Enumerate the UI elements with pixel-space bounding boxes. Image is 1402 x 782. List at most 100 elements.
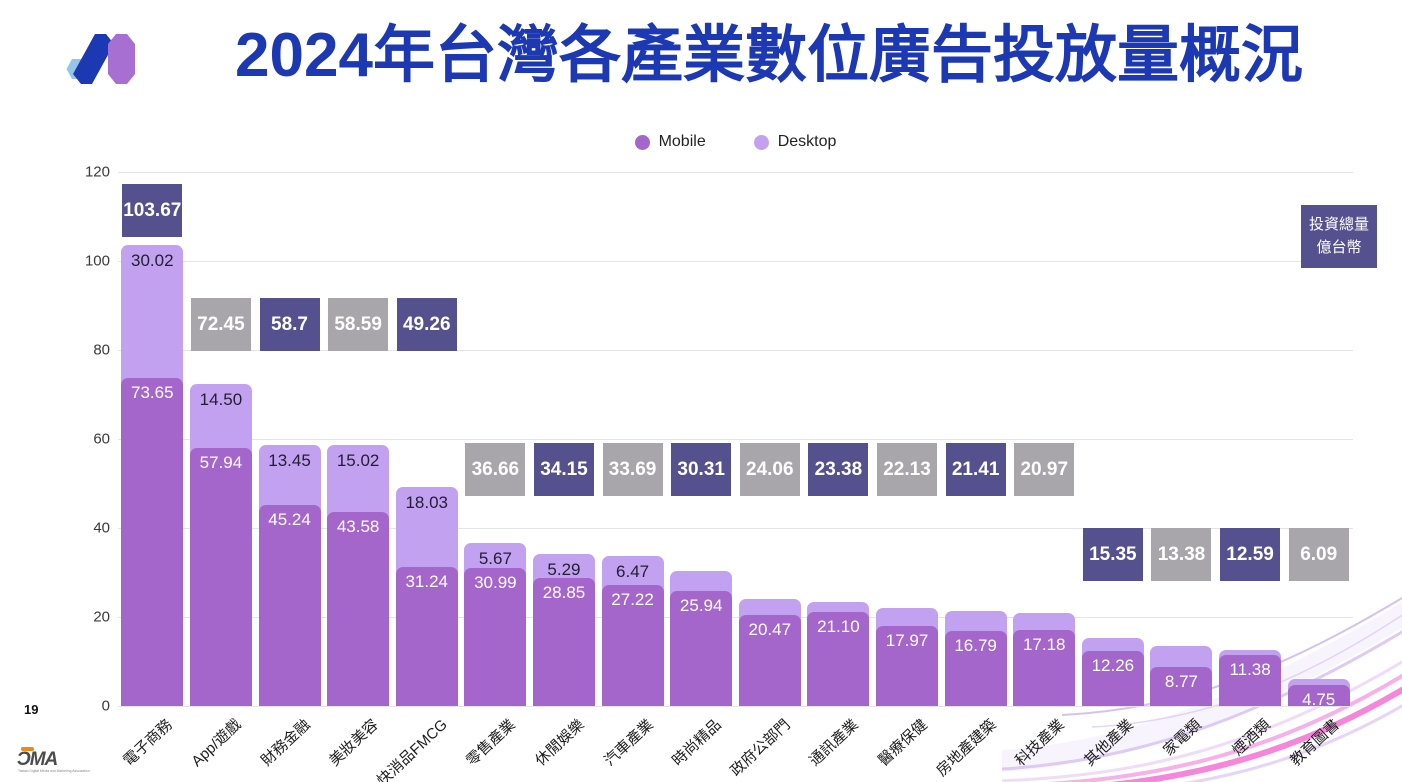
bar-mobile-segment [1287, 684, 1350, 706]
unit-note-line2: 億台幣 [1316, 238, 1362, 256]
mobile-value-label: 45.24 [268, 509, 311, 529]
mobile-value-label: 57.94 [199, 453, 243, 473]
bar-mobile-segment [1150, 666, 1213, 706]
x-axis-label: 電子商務 [120, 716, 176, 770]
mobile-value-label: 17.97 [885, 631, 929, 651]
total-value-box: 6.09 [1288, 528, 1349, 581]
unit-note-line1: 投資總量 [1308, 216, 1369, 233]
gridline [118, 439, 1353, 440]
x-axis-label: 零售產業 [463, 716, 520, 770]
mobile-value-label: 21.10 [817, 617, 860, 637]
x-axis-label: 美妝美容 [326, 716, 382, 770]
total-value-box: 72.45 [190, 298, 251, 351]
desktop-value-label: 13.45 [268, 450, 311, 470]
mobile-value-label: 16.79 [954, 636, 997, 656]
mobile-value-label: 20.47 [748, 619, 792, 639]
total-value-box: 58.59 [328, 298, 389, 351]
x-axis-label: 政府公部門 [726, 716, 794, 780]
bar-mobile-segment [327, 512, 390, 706]
mobile-value-label: 17.18 [1022, 634, 1066, 654]
bar-mobile-segment [807, 612, 870, 706]
total-value-box: 58.7 [259, 298, 320, 351]
gridline [118, 528, 1353, 529]
dma-logo-caption: Taiwan Digital Media and Marketing Assoc… [18, 769, 90, 773]
bar-mobile-segment [121, 378, 184, 706]
bar-mobile-segment [876, 626, 939, 706]
desktop-value-label: 5.67 [478, 548, 512, 568]
bar-mobile-segment [601, 584, 664, 706]
x-axis-label: 休閒娛樂 [532, 716, 588, 770]
mobile-value-label: 12.26 [1091, 656, 1135, 676]
desktop-value-label: 18.03 [405, 492, 449, 512]
y-axis-tick: 0 [101, 697, 110, 715]
x-axis-label: 快消品FMCG [373, 716, 451, 782]
total-value-box: 13.38 [1151, 528, 1212, 581]
unit-note-box: 投資總量 億台幣 [1301, 205, 1377, 268]
bar-mobile-segment [258, 504, 321, 706]
desktop-value-label: 30.02 [131, 250, 174, 270]
total-value-box: 36.66 [465, 443, 526, 496]
y-axis-tick: 80 [93, 341, 110, 359]
mobile-value-label: 28.85 [542, 582, 586, 602]
mobile-legend-dot-icon [634, 134, 650, 150]
legend-label-desktop: Desktop [777, 133, 837, 150]
mobile-value-label: 8.77 [1164, 671, 1199, 691]
desktop-value-label: 15.02 [336, 451, 380, 471]
total-value-box: 12.59 [1220, 528, 1281, 581]
x-axis-label: 醫療保健 [875, 716, 931, 770]
mobile-value-label: 73.65 [131, 383, 174, 403]
total-value-box: 21.41 [945, 443, 1006, 496]
total-value-box: 49.26 [396, 298, 457, 351]
desktop-value-label: 14.50 [199, 389, 243, 409]
bar-desktop-segment [121, 244, 184, 393]
gridline [118, 261, 1353, 262]
x-axis-label: 家電類 [1160, 716, 1206, 760]
logo-bar-purple [108, 34, 135, 84]
total-value-box: 22.13 [877, 443, 938, 496]
mobile-value-label: 30.99 [474, 573, 517, 593]
x-axis-label: 其他產業 [1081, 716, 1137, 770]
bar-mobile-segment [738, 614, 801, 706]
y-axis-tick: 20 [93, 608, 110, 626]
page-number: 19 [24, 702, 39, 717]
x-axis-label: 房地產建築 [932, 716, 1000, 780]
gridline [118, 706, 1353, 707]
x-axis-label: 通訊產業 [806, 716, 863, 770]
x-axis-label: 科技產業 [1012, 716, 1068, 770]
total-value-box: 33.69 [602, 443, 663, 496]
bar-mobile-segment [189, 448, 252, 706]
dma-logo-text: ƆMA [17, 749, 58, 770]
total-value-box: 20.97 [1014, 443, 1075, 496]
bar-mobile-segment [1081, 651, 1144, 706]
page-title: 2024年台灣各產業數位廣告投放量概況 [235, 21, 1303, 90]
y-axis-tick: 120 [84, 163, 110, 181]
gridline [118, 172, 1353, 173]
legend-label-mobile: Mobile [658, 133, 706, 150]
bar-mobile-segment [670, 590, 733, 706]
gridline [118, 350, 1353, 351]
bar-mobile-segment [464, 568, 527, 706]
desktop-legend-dot-icon [753, 134, 769, 150]
x-axis-label: 教育圖書 [1286, 716, 1343, 770]
bar-mobile-segment [944, 631, 1007, 706]
legend-item-mobile: Mobile [634, 133, 706, 151]
chart-legend: Mobile Desktop [118, 133, 1353, 151]
bar-mobile-segment [532, 577, 595, 706]
gridline [118, 617, 1353, 618]
bar-desktop-segment [395, 486, 458, 581]
bar-mobile-segment [1013, 629, 1076, 706]
legend-item-desktop: Desktop [753, 133, 837, 151]
bar-mobile-segment [395, 566, 458, 706]
x-axis-label: 財務金融 [257, 716, 314, 770]
mobile-value-label: 31.24 [405, 571, 449, 591]
x-axis-label: 汽車產業 [600, 716, 657, 770]
total-value-box: 103.67 [122, 184, 183, 237]
x-axis-label: 時尚精品 [669, 716, 725, 770]
mobile-value-label: 4.75 [1302, 689, 1336, 709]
brand-logo [66, 34, 135, 84]
total-value-box: 34.15 [533, 443, 594, 496]
mobile-value-label: 25.94 [679, 595, 723, 615]
bar-mobile-segment [1219, 655, 1282, 706]
